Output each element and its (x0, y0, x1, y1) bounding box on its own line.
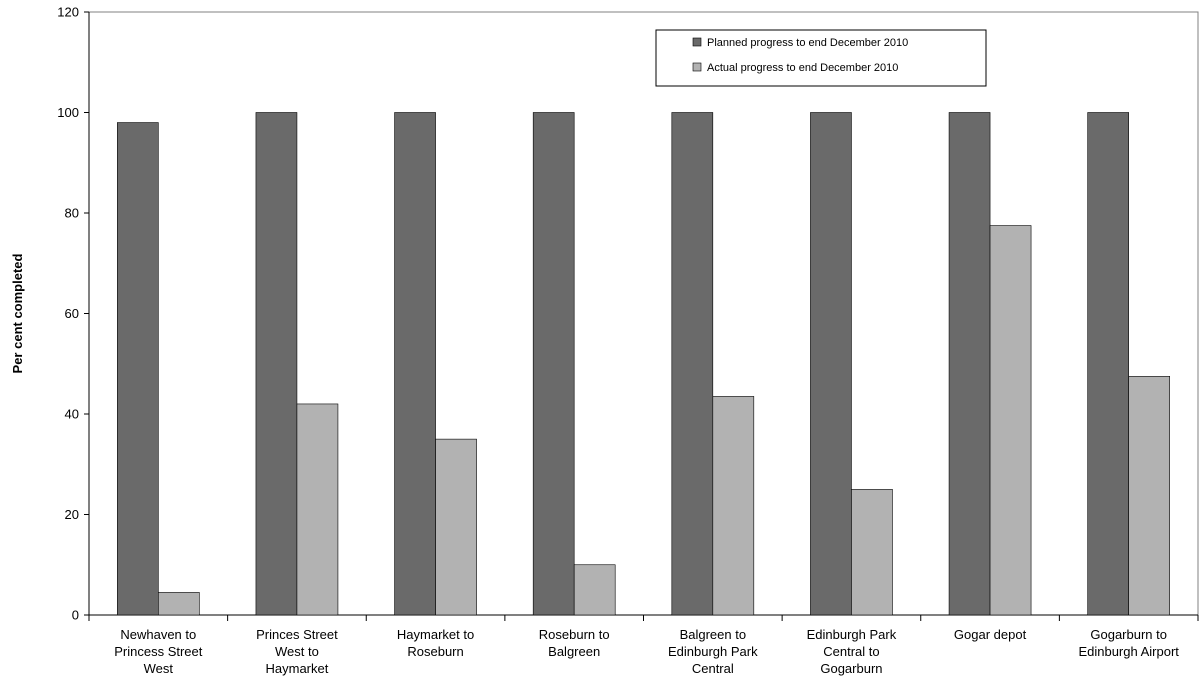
bar-actual (989, 225, 1032, 616)
y-tick-label: 20 (65, 507, 79, 522)
bar-actual (712, 396, 755, 616)
y-tick-label: 120 (57, 5, 79, 20)
legend-box (655, 29, 987, 87)
legend: Planned progress to end December 2010 Act… (655, 29, 987, 87)
x-category-label: Princes Street West to Haymarket (256, 627, 338, 676)
bar-actual (573, 564, 616, 616)
bar-planned (117, 122, 159, 616)
bar-planned (1087, 112, 1129, 616)
x-category-label: Edinburgh Park Central to Gogarburn (807, 627, 897, 676)
x-category-labels: Newhaven to Princess Street West Princes St… (114, 627, 1179, 676)
y-tick-label: 80 (65, 206, 79, 221)
bar-planned (810, 112, 852, 616)
bar-planned (255, 112, 298, 616)
y-tick-label: 100 (57, 105, 79, 120)
y-tick-labels: 0 20 40 60 80 100 120 (57, 5, 79, 623)
x-category-label: Gogar depot (954, 627, 1027, 642)
bar-planned (948, 112, 991, 616)
bar-actual (1128, 376, 1170, 616)
legend-label: Actual progress to end December 2010 (707, 62, 898, 74)
plot-area-border (88, 11, 1199, 616)
x-category-label: Haymarket to Roseburn (397, 627, 474, 659)
legend-label: Planned progress to end December 2010 (707, 37, 908, 49)
y-tick-label: 60 (65, 306, 79, 321)
bars (117, 112, 1170, 616)
legend-swatch (692, 62, 702, 72)
bar-actual (851, 489, 893, 616)
bar-actual (435, 438, 477, 616)
x-category-label: Newhaven to Princess Street West (114, 627, 203, 676)
x-category-label: Balgreen to Edinburgh Park Central (668, 627, 758, 676)
bar-planned (532, 112, 575, 616)
y-tick-label: 40 (65, 407, 79, 422)
legend-swatch (692, 37, 702, 47)
bar-actual (296, 403, 339, 616)
x-category-label: Roseburn to Balgreen (539, 627, 610, 659)
x-category-label: Gogarburn to Edinburgh Airport (1078, 627, 1179, 659)
bar-planned (394, 112, 436, 616)
y-axis-title: Per cent completed (10, 253, 25, 373)
bar-planned (671, 112, 714, 616)
bar-actual (158, 592, 200, 616)
y-tick-label: 0 (72, 608, 79, 623)
